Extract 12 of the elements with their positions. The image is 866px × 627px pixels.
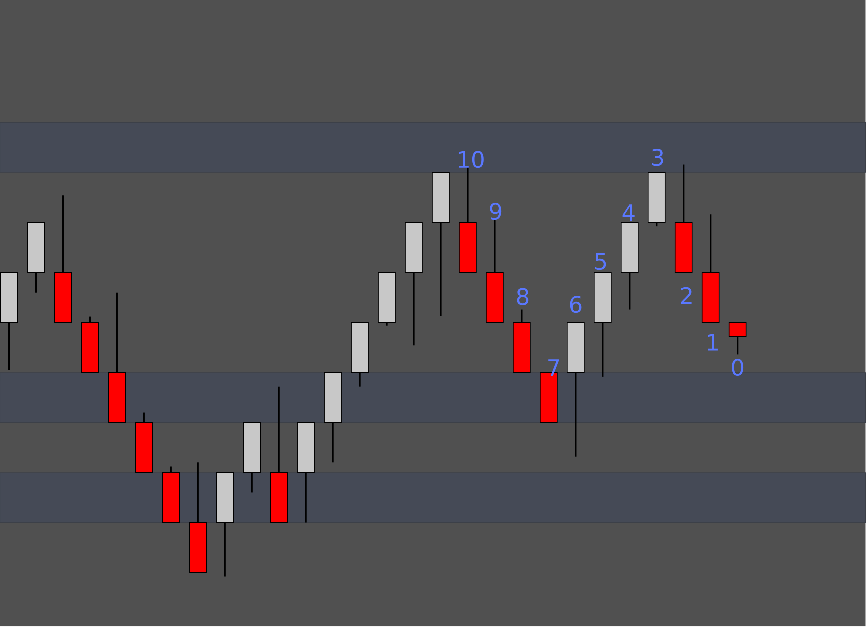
annotation: 1 bbox=[708, 334, 718, 351]
annotation: 3 bbox=[652, 149, 664, 166]
annotation: 4 bbox=[622, 204, 635, 222]
annotation: 8 bbox=[517, 288, 529, 306]
annotation: 10 bbox=[459, 151, 484, 168]
candlestick bbox=[728, 322, 747, 356]
annotation: 6 bbox=[570, 296, 582, 314]
annotation: 9 bbox=[490, 203, 502, 220]
annotation: 5 bbox=[595, 254, 606, 270]
annotation: 0 bbox=[732, 359, 744, 376]
annotation: 7 bbox=[548, 360, 560, 376]
annotation: 2 bbox=[681, 287, 692, 304]
